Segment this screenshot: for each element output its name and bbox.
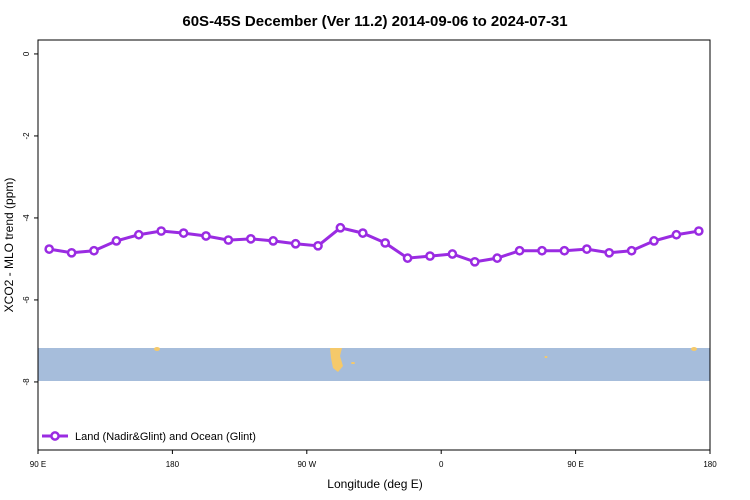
x-tick-label: 90 W <box>297 460 316 469</box>
y-axis-label: XCO2 - MLO trend (ppm) <box>2 178 16 313</box>
data-point <box>649 236 659 246</box>
data-point <box>581 244 592 254</box>
data-point <box>693 226 704 236</box>
data-point <box>425 251 435 261</box>
data-point <box>290 238 301 249</box>
data-point <box>223 235 234 245</box>
chart-title: 60S-45S December (Ver 11.2) 2014-09-06 t… <box>182 13 567 30</box>
y-tick-label: 0 <box>22 51 31 56</box>
data-point <box>313 240 323 251</box>
data-point <box>447 249 458 259</box>
x-tick-label: 90 E <box>30 460 46 469</box>
data-point <box>357 228 368 238</box>
series-line <box>48 226 700 264</box>
x-tick-label: 180 <box>166 460 180 469</box>
data-point <box>559 245 570 256</box>
y-tick-label: -2 <box>22 132 31 140</box>
data-point <box>604 247 615 258</box>
legend-marker <box>50 431 60 441</box>
land-patch <box>351 362 355 364</box>
y-tick-label: -6 <box>22 296 31 304</box>
data-point <box>537 245 547 256</box>
data-point <box>402 253 413 263</box>
data-point <box>268 236 279 246</box>
data-point <box>133 229 144 240</box>
x-tick-label: 90 E <box>567 460 583 469</box>
land-patch <box>544 356 548 358</box>
map-band <box>38 347 710 381</box>
data-point <box>671 229 682 240</box>
x-tick-label: 0 <box>439 460 444 469</box>
land-patch <box>154 347 160 351</box>
y-tick-label: -8 <box>22 378 31 386</box>
data-point <box>44 244 55 254</box>
data-point <box>201 231 211 241</box>
data-point <box>514 245 525 256</box>
land-patch <box>691 347 697 351</box>
data-point <box>626 245 637 256</box>
data-point <box>335 222 346 233</box>
data-point <box>66 247 77 258</box>
y-tick-label: -4 <box>22 214 31 222</box>
ocean-band <box>38 348 710 381</box>
data-point <box>469 256 480 267</box>
data-point <box>245 234 256 244</box>
data-point <box>89 245 99 256</box>
land-patch <box>330 348 343 372</box>
plot-frame <box>37 39 711 451</box>
data-point <box>492 253 503 263</box>
x-axis-label: Longitude (deg E) <box>327 477 422 491</box>
data-point <box>156 226 167 236</box>
data-point <box>380 238 391 248</box>
data-point <box>178 228 189 238</box>
legend-label: Land (Nadir&Glint) and Ocean (Glint) <box>75 431 256 443</box>
data-point <box>111 236 122 246</box>
x-tick-label: 180 <box>703 460 717 469</box>
